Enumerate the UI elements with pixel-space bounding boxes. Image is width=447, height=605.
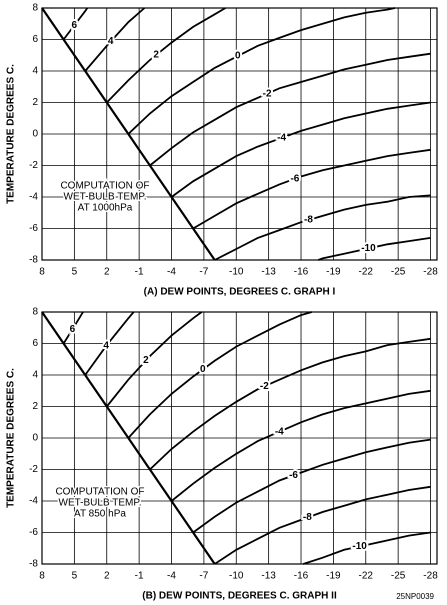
x-tick-label: -22 (359, 267, 374, 278)
wet-bulb-curve (84, 7, 146, 72)
curve-label: 0 (200, 364, 206, 375)
x-tick-label: -22 (359, 571, 374, 582)
curve-label: -10 (361, 243, 376, 254)
wet-bulb-curve (149, 52, 431, 167)
y-tick-label: 2 (32, 401, 38, 412)
x-tick-label: -25 (391, 571, 406, 582)
curve-label: -2 (263, 88, 272, 99)
x-tick-label: -25 (391, 267, 406, 278)
y-tick-label: 2 (32, 97, 38, 108)
curve-label: -6 (290, 173, 299, 184)
wet-bulb-curve (106, 7, 226, 104)
wet-bulb-curve (317, 237, 431, 261)
wet-bulb-curve (127, 311, 313, 439)
annotation: WET-BULB TEMP. (64, 192, 147, 203)
x-axis-title: (A) DEW POINTS, DEGREES C. GRAPH I (144, 287, 336, 298)
x-tick-label: -19 (326, 571, 341, 582)
wet-bulb-curve (84, 311, 135, 376)
wet-bulb-curve (62, 7, 89, 41)
curve-label: 0 (235, 51, 241, 62)
x-tick-label: 8 (39, 267, 45, 278)
wet-bulb-curve (106, 311, 203, 408)
curve-label: -8 (303, 512, 312, 523)
y-tick-label: -6 (29, 223, 38, 234)
chart: 8 5 2 -1 -4 -7 -10 -13 -16 -19 -22 -25 -2886420-2-4-… (6, 307, 439, 602)
x-tick-label: -7 (199, 571, 208, 582)
x-tick-label: -10 (229, 571, 244, 582)
curve-label: 2 (153, 50, 159, 61)
y-tick-label: 4 (32, 66, 38, 77)
y-tick-label: -4 (29, 192, 38, 203)
x-tick-label: -1 (135, 571, 144, 582)
y-tick-label: 0 (32, 433, 38, 444)
y-tick-label: 0 (32, 129, 38, 140)
curve-label: -6 (289, 470, 298, 481)
y-tick-label: 8 (32, 307, 38, 318)
annotation: AT 1000hPa (78, 203, 133, 214)
curve-label: -2 (260, 381, 269, 392)
plot-frame (41, 311, 438, 565)
wet-bulb-curve (214, 194, 431, 261)
curve-label: -4 (277, 133, 286, 144)
y-tick-label: 6 (32, 338, 38, 349)
y-tick-label: -8 (29, 255, 38, 266)
x-tick-label: -1 (135, 267, 144, 278)
y-tick-label: 6 (32, 34, 38, 45)
annotation: COMPUTATION OF (60, 181, 149, 192)
y-tick-label: -2 (29, 464, 38, 475)
wet-bulb-curve (62, 311, 84, 344)
x-tick-label: -7 (199, 267, 208, 278)
annotation: AT 850 hPa (74, 509, 126, 520)
figure-code: 25NP0039 (396, 592, 434, 601)
x-tick-label: -10 (229, 267, 244, 278)
curve-label: 4 (103, 341, 109, 352)
curve-label: 2 (143, 355, 149, 366)
x-tick-label: 8 (39, 571, 45, 582)
curve-label: 6 (70, 324, 76, 335)
plot-frame (41, 7, 438, 261)
x-tick-label: -16 (294, 267, 309, 278)
x-tick-label: -4 (167, 571, 176, 582)
wet-bulb-curve (214, 485, 431, 565)
wet-bulb-curve (302, 531, 431, 565)
wet-bulb-curve (170, 389, 431, 502)
curve-label: -10 (352, 541, 367, 552)
x-tick-label: 5 (72, 571, 78, 582)
curve-label: 6 (72, 20, 78, 31)
x-tick-label: -13 (261, 267, 276, 278)
wet-bulb-curve (149, 337, 431, 471)
y-axis-title: TEMPERATURE DEGREES C. (6, 368, 17, 508)
x-axis-title: (B) DEW POINTS, DEGREES C. GRAPH II (142, 591, 337, 602)
y-tick-label: -2 (29, 160, 38, 171)
y-tick-label: 4 (32, 370, 38, 381)
x-tick-label: 2 (104, 571, 110, 582)
y-tick-label: -4 (29, 496, 38, 507)
wet-bulb-curve (127, 7, 396, 135)
wet-bulb-curve (192, 148, 431, 230)
wet-bulb-curve (170, 101, 431, 198)
wet-bulb-curve (192, 438, 431, 534)
x-tick-label: -28 (423, 571, 438, 582)
curve-label: -8 (304, 215, 313, 226)
x-tick-label: -13 (261, 571, 276, 582)
y-tick-label: -8 (29, 559, 38, 570)
y-axis-title: TEMPERATURE DEGREES C. (6, 64, 17, 204)
chart: 8 5 2 -1 -4 -7 -10 -13 -16 -19 -22 -25 -2886420-2-4-… (6, 3, 439, 298)
curve-label: 4 (108, 36, 114, 47)
y-tick-label: -6 (29, 527, 38, 538)
y-tick-label: 8 (32, 3, 38, 14)
x-tick-label: -16 (294, 571, 309, 582)
x-tick-label: -19 (326, 267, 341, 278)
curve-label: -4 (275, 426, 284, 437)
x-tick-label: -4 (167, 267, 176, 278)
x-tick-label: 2 (104, 267, 110, 278)
x-tick-label: 5 (72, 267, 78, 278)
annotation: WET-BULB TEMP. (59, 498, 142, 509)
x-tick-label: -28 (423, 267, 438, 278)
annotation: COMPUTATION OF (55, 487, 144, 498)
